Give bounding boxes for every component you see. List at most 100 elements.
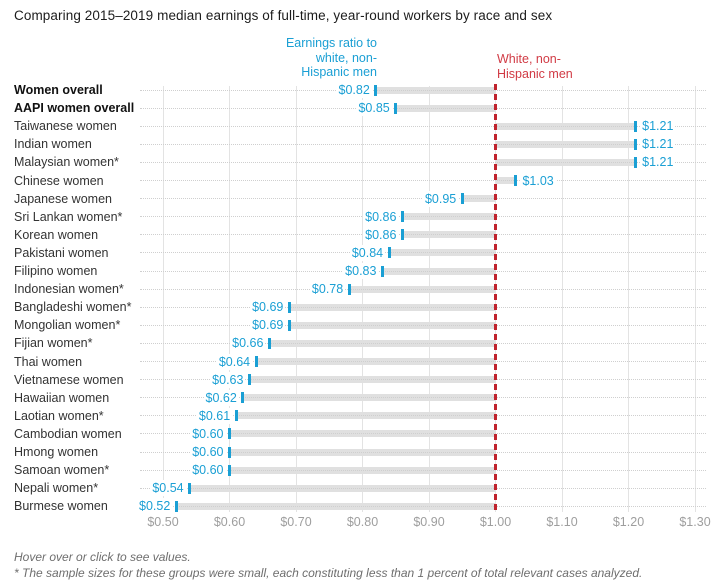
value-tick[interactable]: [513, 175, 517, 186]
row-leader-line: [140, 487, 706, 489]
value-tick[interactable]: [241, 392, 245, 404]
value-label: $0.84: [349, 244, 386, 261]
value-tick[interactable]: [228, 446, 231, 458]
value-tick[interactable]: [633, 138, 637, 150]
row-label: Burmese women: [14, 499, 108, 514]
row-leader-line: [140, 415, 706, 417]
row-label: Bangladeshi women*: [14, 300, 132, 315]
row-leader-line: [140, 324, 706, 326]
value-tick[interactable]: [254, 356, 258, 367]
x-gridline: [628, 86, 629, 512]
footnote-hover-hint: Hover over or click to see values.: [14, 550, 191, 564]
row-leader-line: [140, 451, 706, 453]
row-leader-line: [140, 342, 706, 344]
ratio-annotation: Earnings ratio to white, non- Hispanic m…: [285, 36, 377, 79]
x-gridline: [229, 86, 230, 512]
footnotes: Hover over or click to see values. * The…: [14, 550, 642, 581]
value-label: $0.60: [190, 425, 226, 442]
value-tick[interactable]: [287, 301, 291, 313]
row-label: Nepali women*: [14, 481, 99, 496]
value-tick[interactable]: [234, 410, 238, 422]
row-label: Indian women: [14, 137, 92, 152]
value-tick[interactable]: [267, 337, 271, 349]
value-tick[interactable]: [400, 211, 404, 223]
row-leader-line: [140, 252, 706, 254]
row-leader-line: [140, 306, 706, 308]
value-label: $1.21: [640, 136, 676, 153]
value-tick[interactable]: [174, 500, 178, 512]
row-label: Vietnamese women: [14, 372, 124, 387]
x-axis-tick-label: $0.60: [213, 515, 246, 529]
x-axis-tick-label: $1.30: [679, 515, 711, 529]
row-leader-line: [140, 433, 706, 435]
value-label: $0.64: [216, 353, 253, 370]
value-label: $0.69: [250, 317, 286, 334]
value-tick[interactable]: [287, 319, 291, 331]
value-tick[interactable]: [188, 482, 192, 494]
value-label: $0.95: [422, 190, 459, 207]
row-label: Hmong women: [14, 445, 99, 459]
value-label: $0.62: [203, 389, 239, 406]
value-label: $0.69: [250, 299, 286, 316]
value-tick[interactable]: [380, 265, 384, 277]
row-leader-line: [140, 107, 706, 109]
row-label: Indonesian women*: [14, 282, 124, 297]
value-label: $0.78: [309, 281, 346, 298]
row-label: Women overall: [14, 83, 103, 97]
x-axis-tick-label: $1.10: [546, 515, 578, 529]
x-axis-tick-label: $0.90: [413, 515, 445, 529]
row-leader-line: [140, 216, 706, 218]
value-tick[interactable]: [460, 193, 464, 205]
row-label: Sri Lankan women*: [14, 209, 123, 224]
value-tick[interactable]: [247, 374, 251, 386]
value-tick[interactable]: [228, 464, 231, 476]
footnote-sample-size: * The sample sizes for these groups were…: [14, 565, 643, 580]
row-leader-line: [140, 397, 706, 399]
row-leader-line: [140, 288, 706, 290]
x-gridline: [561, 86, 563, 512]
value-label: $0.54: [150, 480, 186, 497]
value-label: $1.21: [640, 154, 676, 171]
value-tick[interactable]: [633, 120, 637, 132]
row-leader-line: [140, 361, 706, 362]
value-label: $0.82: [336, 82, 372, 98]
row-leader-line: [140, 270, 706, 272]
value-tick[interactable]: [400, 229, 404, 241]
x-gridline: [295, 86, 297, 512]
row-label: Malaysian women*: [14, 155, 119, 170]
row-label: Taiwanese women: [14, 119, 117, 134]
value-label: $0.83: [343, 263, 379, 279]
row-label: Thai women: [14, 354, 83, 369]
value-label: $1.21: [640, 118, 676, 135]
value-tick[interactable]: [633, 156, 637, 168]
row-leader-line: [140, 234, 706, 236]
row-leader-line: [140, 125, 706, 127]
value-tick[interactable]: [347, 283, 351, 295]
value-label: $1.03: [520, 172, 556, 189]
value-label: $0.85: [356, 100, 392, 117]
row-label: Japanese women: [14, 191, 112, 206]
x-axis-tick-label: $1.00: [479, 515, 512, 529]
row-label: Pakistani women: [14, 245, 109, 260]
row-label: Korean women: [14, 227, 99, 242]
value-label: $0.86: [363, 226, 399, 243]
row-label: Mongolian women*: [14, 318, 121, 333]
chart-title: Comparing 2015–2019 median earnings of f…: [14, 8, 553, 23]
row-leader-line: [140, 161, 706, 163]
value-label: $0.66: [230, 335, 266, 352]
row-label: Chinese women: [14, 173, 104, 188]
value-tick[interactable]: [374, 84, 378, 96]
row-leader-line: [140, 180, 706, 181]
value-tick[interactable]: [387, 247, 391, 259]
x-gridline: [694, 86, 696, 512]
row-leader-line: [140, 89, 706, 91]
reference-line: [494, 84, 497, 512]
x-axis-tick-label: $0.80: [346, 515, 379, 529]
row-label: Filipino women: [14, 264, 98, 278]
row-label: Laotian women*: [14, 408, 104, 423]
value-tick[interactable]: [394, 102, 398, 114]
x-axis-tick-label: $1.20: [612, 515, 645, 529]
row-leader-line: [140, 143, 706, 145]
value-tick[interactable]: [228, 428, 231, 440]
row-label: AAPI women overall: [14, 101, 135, 116]
